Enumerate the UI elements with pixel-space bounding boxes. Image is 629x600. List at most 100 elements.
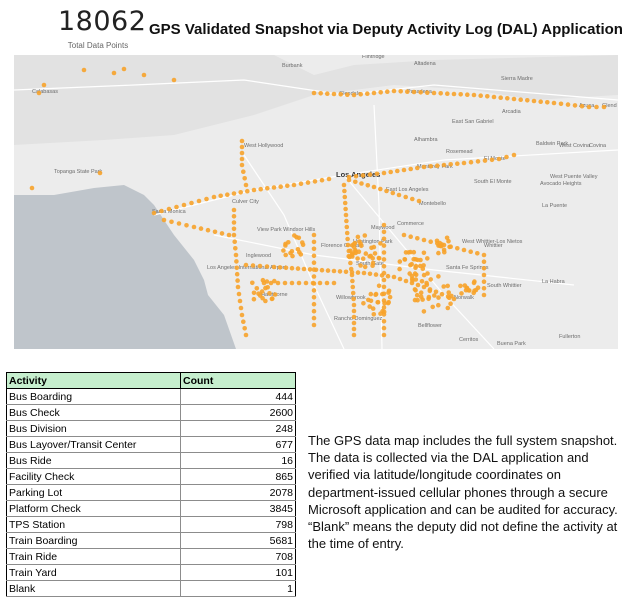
gps-point	[198, 226, 204, 231]
table-row: Facility Check 865	[6, 468, 296, 485]
gps-point	[370, 260, 376, 266]
gps-point	[381, 236, 387, 242]
gps-point	[367, 254, 372, 259]
gps-point	[472, 288, 477, 293]
gps-point	[97, 170, 103, 176]
gps-point	[358, 92, 364, 97]
gps-point	[410, 196, 415, 202]
gps-point	[381, 229, 387, 235]
gps-point	[391, 274, 397, 280]
gps-point	[414, 292, 420, 298]
gps-point	[351, 320, 357, 326]
gps-point	[245, 188, 250, 194]
gps-point	[381, 170, 387, 176]
gps-point	[345, 242, 351, 248]
gps-point	[478, 93, 484, 98]
gps-point	[343, 206, 348, 212]
activity-count-cell: 101	[180, 564, 296, 581]
gps-point	[311, 315, 317, 321]
gps-point	[355, 256, 360, 261]
place-label-el-monte: El Monte	[484, 156, 506, 162]
gps-point	[475, 251, 480, 256]
activity-count-cell: 16	[180, 452, 296, 469]
place-label-montebello: Montebello	[419, 201, 446, 207]
gps-point	[416, 198, 422, 204]
gps-point	[251, 296, 257, 302]
gps-point	[370, 306, 376, 311]
gps-point	[351, 244, 357, 250]
gps-point	[263, 298, 268, 304]
gps-point	[351, 296, 356, 302]
gps-point	[236, 291, 242, 297]
gps-point	[397, 259, 403, 264]
gps-point	[169, 219, 174, 225]
place-label-calabasas: Calabasas	[32, 89, 58, 95]
gps-point	[438, 91, 444, 96]
gps-point	[367, 271, 373, 277]
gps-point	[235, 284, 241, 290]
gps-point	[432, 293, 437, 298]
gps-point	[283, 265, 289, 271]
gps-point	[41, 82, 47, 88]
gps-point	[355, 270, 361, 275]
gps-point	[471, 92, 477, 98]
gps-point	[462, 283, 468, 288]
kpi-total-label: Total Data Points	[67, 41, 129, 50]
gps-point	[159, 208, 164, 214]
gps-point	[204, 196, 209, 202]
gps-point	[481, 252, 487, 258]
gps-point	[455, 161, 460, 166]
gps-point	[425, 90, 430, 95]
gps-point	[171, 77, 177, 83]
gps-point	[475, 159, 481, 164]
table-row: Blank 1	[6, 580, 296, 597]
gps-point	[408, 166, 414, 172]
table-row: Platform Check 3845	[6, 500, 296, 517]
gps-point	[251, 290, 257, 296]
gps-point	[445, 91, 450, 96]
gps-point	[233, 246, 238, 251]
gps-point	[292, 233, 297, 238]
gps-point	[371, 312, 377, 317]
gps-point	[411, 249, 417, 255]
place-label-west-covina: West Covina	[559, 143, 591, 149]
gps-point	[351, 332, 357, 338]
gps-point	[181, 202, 187, 208]
gps-point	[353, 179, 358, 185]
gps-point	[174, 204, 179, 210]
gps-point	[376, 256, 382, 261]
gps-point	[451, 296, 457, 302]
gps-point	[360, 256, 366, 261]
gps-point	[361, 301, 366, 306]
gps-point	[397, 276, 403, 282]
gps-point	[421, 309, 427, 314]
place-label-whittier: Whittier	[484, 243, 503, 249]
gps-point	[413, 263, 419, 269]
gps-point	[538, 99, 543, 104]
gps-point	[225, 192, 230, 197]
gps-point	[381, 243, 387, 248]
gps-point	[226, 232, 232, 238]
gps-point	[319, 177, 325, 183]
gps-point	[311, 239, 317, 245]
gps-point	[412, 287, 418, 292]
gps-point	[239, 144, 245, 150]
place-label-buena-park: Buena Park	[497, 341, 526, 347]
activity-count-cell: 3845	[180, 500, 296, 517]
gps-point	[518, 97, 523, 102]
place-label-avocado-heights: Avocado Heights	[540, 181, 582, 187]
gps-point	[572, 103, 578, 108]
gps-point	[471, 280, 477, 286]
gps-map[interactable]: CalabasasBurbankGlendalePasadenaFlintrid…	[14, 55, 618, 349]
gps-point	[212, 229, 218, 235]
gps-point	[385, 273, 391, 279]
gps-point	[420, 297, 425, 302]
gps-point	[286, 240, 291, 245]
gps-point	[396, 192, 402, 198]
gps-point	[408, 234, 414, 239]
activity-name-cell: Bus Division	[6, 420, 181, 437]
gps-point	[350, 290, 356, 296]
gps-point	[441, 162, 447, 168]
gps-point	[343, 269, 349, 275]
place-label-commerce: Commerce	[397, 221, 424, 227]
